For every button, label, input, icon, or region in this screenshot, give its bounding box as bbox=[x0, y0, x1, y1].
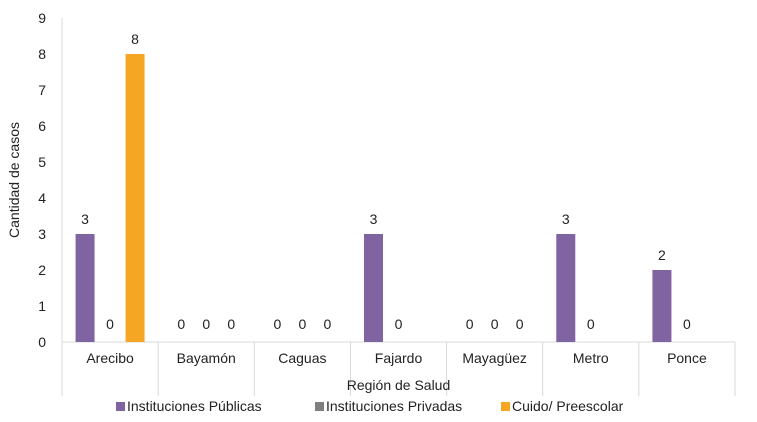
x-axis-title: Región de Salud bbox=[347, 377, 451, 393]
bar bbox=[125, 54, 145, 342]
y-tick-label: 8 bbox=[38, 46, 46, 62]
x-tick-label: Arecibo bbox=[86, 350, 134, 366]
data-label: 0 bbox=[298, 316, 306, 332]
data-label: 0 bbox=[273, 316, 281, 332]
data-label: 0 bbox=[466, 316, 474, 332]
data-label: 0 bbox=[516, 316, 524, 332]
legend-entry: Cuido/ Preescolar bbox=[512, 398, 624, 414]
bar bbox=[652, 270, 672, 342]
y-tick-label: 3 bbox=[38, 226, 46, 242]
data-labels: 3 0 8 0 0 0 0 0 0 3 0 0 0 0 3 0 2 0 bbox=[81, 31, 691, 332]
data-label: 3 bbox=[370, 211, 378, 227]
y-axis-ticks: 0 1 2 3 4 5 6 7 8 9 bbox=[38, 10, 46, 350]
data-label: 0 bbox=[227, 316, 235, 332]
x-tick-label: Bayamón bbox=[177, 350, 236, 366]
bar bbox=[75, 234, 95, 342]
data-label: 3 bbox=[562, 211, 570, 227]
y-tick-label: 1 bbox=[38, 298, 46, 314]
x-tick-label: Mayagüez bbox=[462, 350, 527, 366]
data-label: 0 bbox=[323, 316, 331, 332]
x-axis-dividers bbox=[61, 342, 736, 396]
y-tick-label: 5 bbox=[38, 154, 46, 170]
x-axis-ticks: Arecibo Bayamón Caguas Fajardo Mayagüez Metro… bbox=[86, 350, 707, 366]
data-label: 0 bbox=[202, 316, 210, 332]
x-tick-label: Fajardo bbox=[375, 350, 423, 366]
data-label: 8 bbox=[131, 31, 139, 47]
y-tick-label: 0 bbox=[38, 334, 46, 350]
legend-swatch bbox=[315, 402, 324, 411]
x-tick-label: Ponce bbox=[667, 350, 707, 366]
y-tick-label: 6 bbox=[38, 118, 46, 134]
x-tick-label: Caguas bbox=[278, 350, 326, 366]
legend-entry: Instituciones Públicas bbox=[127, 398, 262, 414]
y-tick-label: 2 bbox=[38, 262, 46, 278]
data-label: 0 bbox=[683, 316, 691, 332]
data-label: 0 bbox=[106, 316, 114, 332]
data-label: 0 bbox=[395, 316, 403, 332]
data-label: 2 bbox=[658, 247, 666, 263]
data-label: 3 bbox=[81, 211, 89, 227]
x-tick-label: Metro bbox=[573, 350, 609, 366]
data-label: 0 bbox=[177, 316, 185, 332]
legend-swatch bbox=[501, 402, 510, 411]
legend-swatch bbox=[116, 402, 125, 411]
bar bbox=[556, 234, 576, 342]
y-tick-label: 9 bbox=[38, 10, 46, 26]
data-label: 0 bbox=[491, 316, 499, 332]
y-axis-title: Cantidad de casos bbox=[6, 122, 22, 238]
legend-entry: Instituciones Privadas bbox=[326, 398, 462, 414]
bars bbox=[75, 54, 672, 342]
bar bbox=[364, 234, 383, 342]
y-tick-label: 4 bbox=[38, 190, 46, 206]
y-tick-label: 7 bbox=[38, 82, 46, 98]
data-label: 0 bbox=[587, 316, 595, 332]
legend: Instituciones Públicas Instituciones Priv… bbox=[116, 398, 624, 414]
